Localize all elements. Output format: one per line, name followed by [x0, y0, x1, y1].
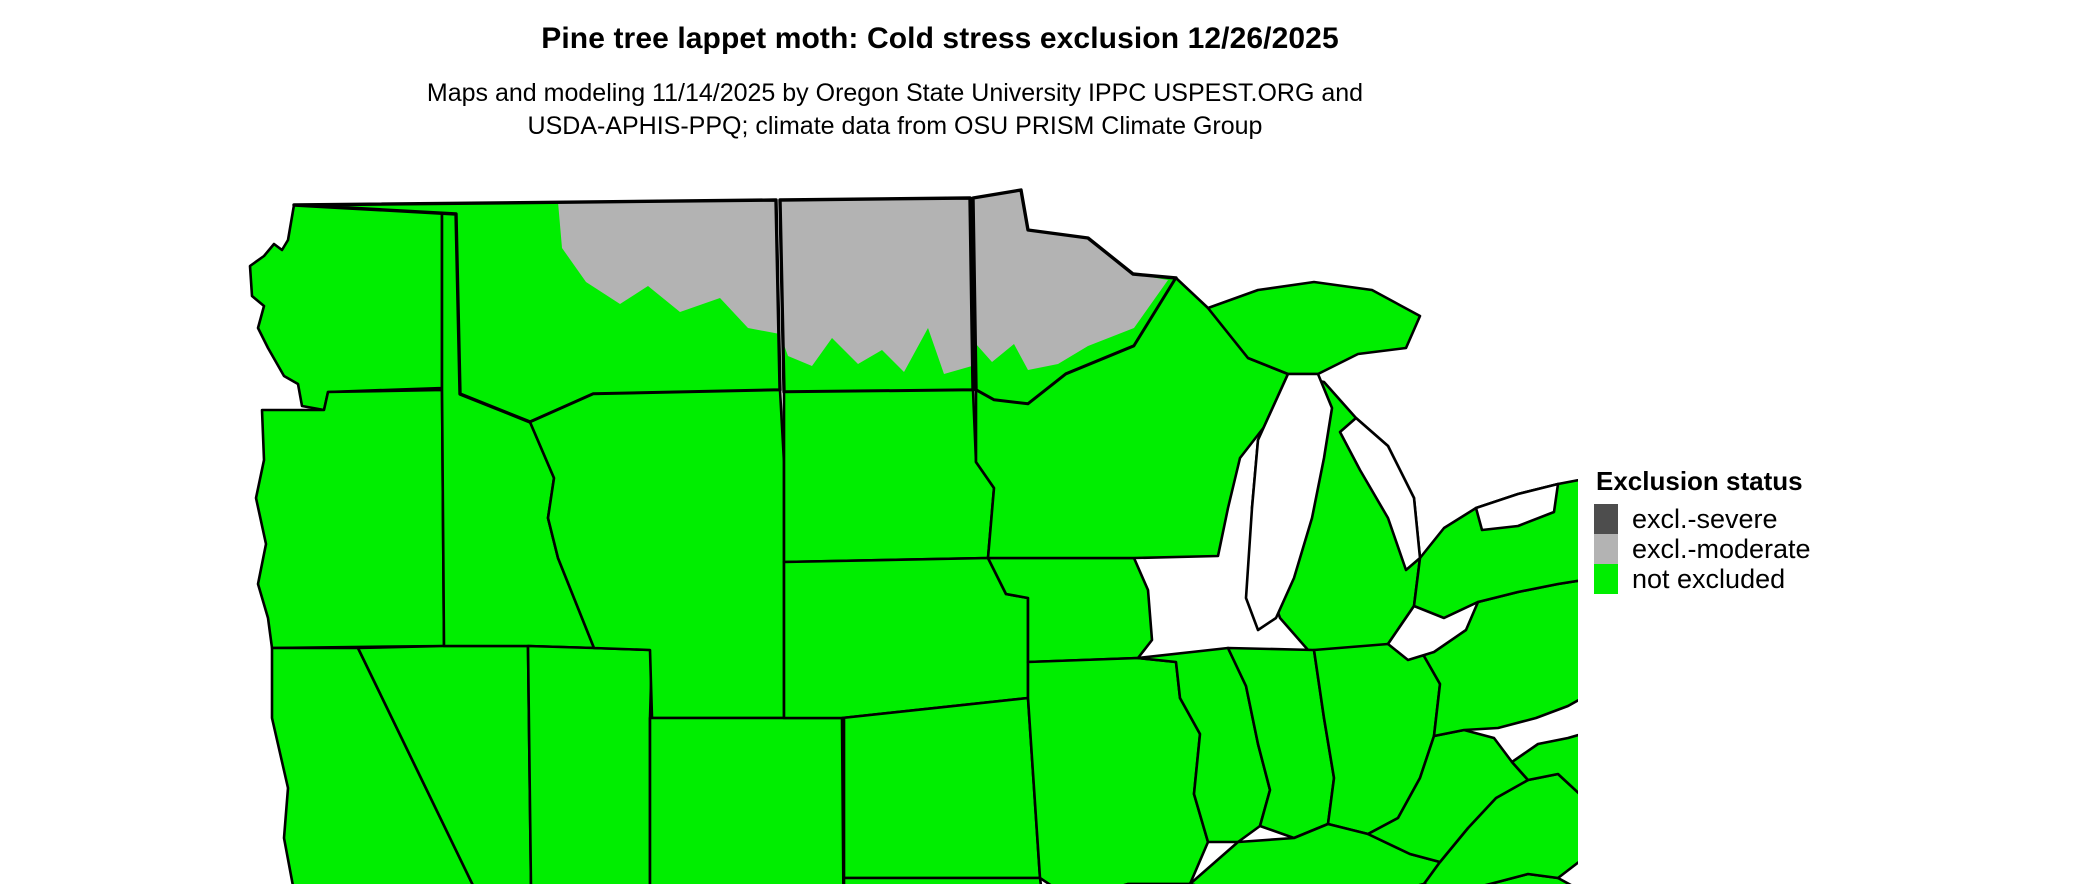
state-oregon — [254, 388, 446, 650]
lake-erie — [1386, 600, 1480, 662]
map-svg — [248, 188, 1578, 884]
lake-michigan — [1244, 372, 1334, 632]
state-nebraska — [782, 556, 1030, 720]
state-oklahoma — [842, 876, 1043, 884]
state-colorado — [648, 716, 845, 884]
state-wisconsin — [974, 276, 1290, 560]
legend-swatch-excl-severe — [1594, 504, 1618, 534]
state-washington — [248, 203, 444, 412]
legend-swatch-excl-moderate — [1594, 534, 1618, 564]
page-title: Pine tree lappet moth: Cold stress exclu… — [541, 22, 1339, 55]
us-choropleth-map — [228, 178, 1578, 884]
state-maryland — [1510, 733, 1578, 795]
state-kansas — [840, 696, 1042, 880]
legend-label-excl-moderate: excl.-moderate — [1632, 534, 1811, 564]
lake-huron — [1338, 416, 1422, 572]
subtitle-line-1: Maps and modeling 11/14/2025 by Oregon S… — [426, 79, 1364, 107]
states-layer — [248, 188, 1578, 884]
legend-rows: excl.-severe excl.-moderate not excluded — [1594, 504, 2014, 594]
state-minnesota-excl-moderate — [973, 190, 1168, 370]
legend-item-excl-moderate[interactable]: excl.-moderate — [1594, 534, 2014, 564]
map-legend: Exclusion status excl.-severe excl.-mode… — [1594, 466, 2014, 594]
legend-title: Exclusion status — [1596, 466, 1803, 496]
legend-item-not-excluded[interactable]: not excluded — [1594, 564, 2014, 594]
legend-item-excl-severe[interactable]: excl.-severe — [1594, 504, 2014, 534]
state-north-dakota-excl-moderate — [780, 198, 972, 374]
legend-swatch-not-excluded — [1594, 564, 1618, 594]
state-michigan-upper — [1206, 280, 1422, 376]
great-lakes-layer — [1244, 372, 1560, 662]
title-block: Pine tree lappet moth: Cold stress exclu… — [0, 22, 1880, 55]
state-south-dakota — [782, 388, 996, 564]
state-montana-excl-moderate — [558, 200, 780, 334]
subtitle-line-2: USDA-APHIS-PPQ; climate data from OSU PR… — [527, 112, 1263, 140]
legend-label-excl-severe: excl.-severe — [1632, 504, 1778, 534]
state-utah — [526, 644, 654, 884]
subtitle-block: Maps and modeling 11/14/2025 by Oregon S… — [0, 77, 1790, 143]
legend-label-not-excluded: not excluded — [1632, 564, 1786, 594]
lake-ontario — [1474, 482, 1560, 532]
state-california — [270, 646, 474, 884]
